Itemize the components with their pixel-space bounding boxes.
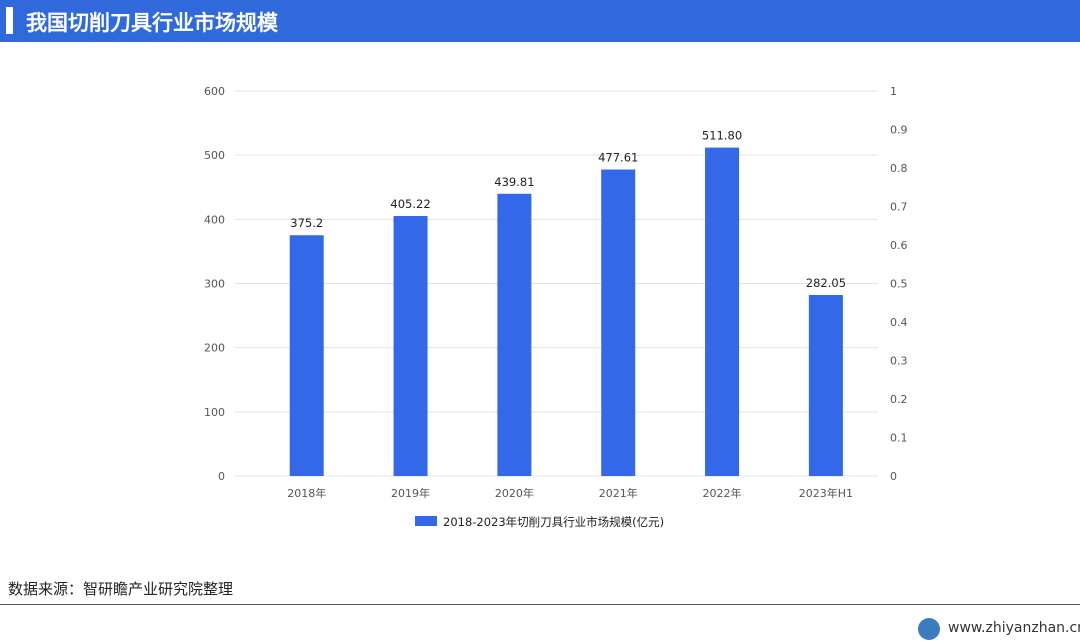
x-tick-label: 2022年 [703, 486, 742, 500]
bar [705, 147, 740, 476]
y2-tick-label: 0.9 [890, 124, 908, 137]
y-tick-label: 600 [204, 85, 225, 98]
y-tick-label: 500 [204, 149, 225, 162]
y-tick-label: 0 [218, 470, 225, 483]
y-tick-label: 400 [204, 213, 225, 226]
data-label: 405.22 [390, 197, 430, 211]
y2-tick-label: 0.7 [890, 201, 908, 214]
page-title: 我国切削刀具行业市场规模 [26, 11, 278, 35]
y2-tick-label: 0.1 [890, 432, 908, 445]
bar [497, 193, 532, 477]
x-tick-label: 2018年 [287, 486, 326, 500]
data-label: 282.05 [806, 276, 846, 290]
data-label: 439.81 [494, 175, 534, 189]
y2-tick-label: 0.6 [890, 239, 908, 252]
x-tick-label: 2021年 [599, 486, 638, 500]
y2-tick-label: 0.3 [890, 355, 908, 368]
header-accent [6, 7, 13, 34]
site-url: www.zhiyanzhan.cn [948, 620, 1080, 636]
y-tick-label: 200 [204, 342, 225, 355]
bar [601, 169, 636, 477]
data-source: 数据来源：智研瞻产业研究院整理 [8, 580, 234, 598]
y2-tick-label: 0.5 [890, 278, 908, 291]
bar [393, 215, 428, 476]
logo-icon [918, 618, 940, 640]
y2-tick-label: 1 [890, 85, 897, 98]
y2-tick-label: 0 [890, 470, 897, 483]
y-tick-label: 300 [204, 278, 225, 291]
y2-tick-label: 0.4 [890, 316, 908, 329]
bar [289, 235, 324, 476]
x-tick-label: 2020年 [495, 486, 534, 500]
data-label: 375.2 [290, 216, 323, 230]
data-label: 511.80 [702, 129, 742, 143]
footer-divider [0, 604, 1080, 605]
y2-tick-label: 0.2 [890, 393, 908, 406]
x-tick-label: 2023年H1 [799, 486, 853, 500]
y2-tick-label: 0.8 [890, 162, 908, 175]
header-bar: 我国切削刀具行业市场规模 [0, 0, 1080, 42]
y-tick-label: 100 [204, 406, 225, 419]
legend-label: 2018-2023年切削刀具行业市场规模(亿元) [443, 515, 664, 529]
legend-swatch [415, 516, 437, 526]
bar [808, 295, 843, 476]
data-label: 477.61 [598, 151, 638, 165]
x-tick-label: 2019年 [391, 486, 430, 500]
